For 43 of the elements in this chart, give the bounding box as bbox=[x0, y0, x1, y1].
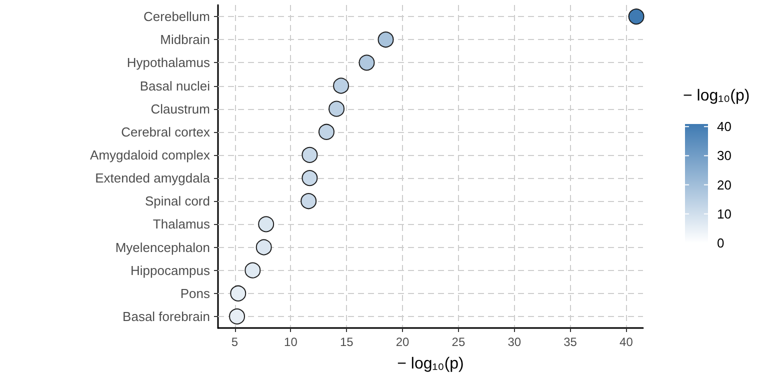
point bbox=[378, 32, 394, 48]
point bbox=[300, 193, 317, 210]
point bbox=[358, 54, 375, 71]
y-tick-label: Basal forebrain bbox=[122, 308, 210, 324]
point bbox=[302, 170, 318, 186]
y-tick-label: Hypothalamus bbox=[126, 55, 210, 70]
y-tick-label: Midbrain bbox=[160, 32, 210, 48]
x-tick-label: 35 bbox=[564, 335, 578, 349]
y-tick-label: Claustrum bbox=[150, 101, 210, 116]
x-tick-label: 10 bbox=[284, 335, 298, 349]
y-tick-label: Thalamus bbox=[152, 216, 210, 232]
point bbox=[628, 8, 644, 25]
point bbox=[258, 216, 274, 232]
x-tick-label: 5 bbox=[231, 335, 238, 349]
y-tick-label: Spinal cord bbox=[144, 194, 210, 209]
y-tick-label: Myelencephalon bbox=[115, 240, 210, 255]
color-bar-label: 40 bbox=[717, 119, 732, 134]
y-tick-label: Basal nuclei bbox=[140, 78, 210, 94]
x-tick-label: 30 bbox=[508, 335, 522, 349]
color-bar-title: − log₁₀(p) bbox=[683, 88, 750, 104]
point bbox=[256, 239, 272, 256]
point bbox=[328, 100, 345, 117]
color-bar-label: 30 bbox=[717, 148, 732, 164]
color-bar-label: 20 bbox=[717, 177, 732, 192]
y-tick-label: Cerebellum bbox=[144, 9, 210, 24]
point bbox=[229, 308, 246, 324]
x-tick-label: 15 bbox=[340, 335, 354, 349]
y-tick-label: Amygdaloid complex bbox=[90, 147, 210, 162]
x-tick-label: 40 bbox=[620, 335, 634, 349]
x-axis-title: − log₁₀(p) bbox=[397, 356, 464, 372]
y-tick-label: Extended amygdala bbox=[95, 170, 211, 186]
point bbox=[302, 146, 318, 163]
point bbox=[230, 285, 246, 302]
point bbox=[333, 78, 350, 94]
color-bar-label: 0 bbox=[717, 236, 724, 250]
y-tick-label: Hippocampus bbox=[130, 262, 210, 278]
point bbox=[318, 124, 334, 140]
y-tick-label: Cerebral cortex bbox=[121, 124, 210, 140]
y-tick-label: Pons bbox=[180, 286, 210, 301]
point bbox=[244, 262, 261, 278]
x-tick-label: 25 bbox=[452, 335, 466, 349]
color-bar-label: 10 bbox=[717, 206, 732, 222]
x-tick-label: 20 bbox=[396, 335, 410, 349]
